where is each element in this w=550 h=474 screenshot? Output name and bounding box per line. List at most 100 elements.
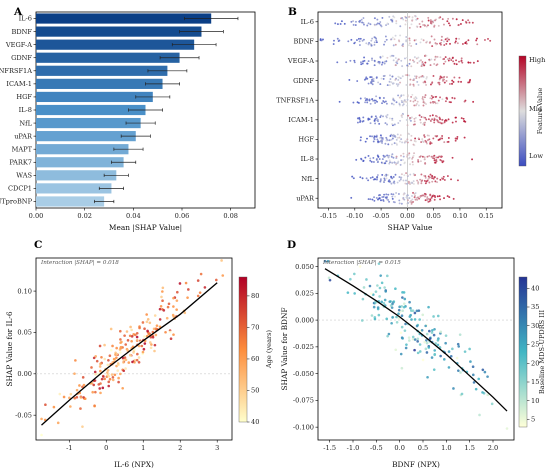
data-point bbox=[122, 358, 126, 362]
shap-point bbox=[407, 114, 410, 117]
shap-point bbox=[451, 17, 454, 20]
y-tick-label: 0.10 bbox=[17, 287, 32, 295]
shap-point bbox=[420, 173, 423, 176]
shap-point bbox=[441, 118, 444, 121]
shap-point bbox=[393, 123, 396, 126]
data-point bbox=[407, 336, 411, 339]
shap-point bbox=[400, 95, 403, 97]
shap-point bbox=[424, 199, 427, 202]
shap-point bbox=[410, 65, 413, 68]
data-point bbox=[442, 358, 446, 361]
bar-il-8 bbox=[36, 104, 146, 116]
shap-point bbox=[422, 104, 425, 107]
data-point bbox=[58, 392, 62, 396]
shap-point bbox=[424, 176, 427, 179]
shap-point bbox=[428, 200, 431, 203]
shap-point bbox=[447, 59, 450, 62]
shap-point bbox=[403, 162, 406, 165]
shap-point bbox=[423, 174, 426, 177]
shap-point bbox=[415, 57, 418, 60]
x-tick-label: 0.00 bbox=[400, 212, 415, 220]
shap-point bbox=[423, 64, 426, 67]
shap-point bbox=[409, 117, 411, 119]
shap-point bbox=[450, 59, 453, 61]
data-point bbox=[92, 383, 96, 387]
shap-point bbox=[424, 162, 427, 165]
shap-point bbox=[410, 134, 413, 137]
shap-point bbox=[358, 40, 361, 43]
shap-point bbox=[370, 76, 373, 79]
shap-point bbox=[352, 20, 355, 23]
shap-point bbox=[383, 60, 386, 63]
shap-point bbox=[360, 63, 363, 66]
shap-point bbox=[398, 96, 401, 99]
x-tick-label: 2.0 bbox=[488, 444, 499, 452]
panel-b-colorbar-label: Feature Value bbox=[536, 88, 544, 135]
data-point bbox=[162, 309, 166, 312]
category-label: BDNF bbox=[12, 28, 33, 36]
shap-point bbox=[443, 141, 446, 144]
shap-point bbox=[374, 135, 376, 138]
shap-point bbox=[431, 81, 434, 84]
data-point bbox=[385, 317, 389, 321]
data-point bbox=[468, 347, 471, 351]
data-point bbox=[433, 328, 436, 331]
shap-point bbox=[391, 75, 394, 78]
data-point bbox=[69, 392, 73, 396]
data-point bbox=[119, 329, 122, 333]
shap-point bbox=[388, 80, 391, 83]
data-point bbox=[400, 366, 404, 370]
data-point bbox=[154, 327, 158, 330]
data-point bbox=[424, 324, 427, 328]
shap-point bbox=[397, 58, 400, 61]
shap-point bbox=[368, 41, 371, 44]
panel-b-beeswarm: B -0.15 -0.10 -0.05 0.00 0.05 0.10 0.15 IL-6 BD… bbox=[276, 6, 546, 232]
data-point bbox=[176, 290, 179, 294]
shap-point bbox=[435, 156, 438, 159]
shap-point bbox=[376, 140, 379, 143]
shap-point bbox=[402, 43, 405, 46]
data-point bbox=[119, 372, 122, 376]
data-point bbox=[430, 356, 434, 359]
shap-point bbox=[382, 200, 385, 202]
shap-point bbox=[376, 138, 379, 141]
shap-point bbox=[444, 38, 447, 41]
shap-point bbox=[366, 77, 369, 80]
shap-point bbox=[436, 177, 439, 180]
data-point bbox=[474, 387, 478, 391]
shap-point bbox=[386, 123, 389, 126]
shap-point bbox=[395, 157, 398, 160]
shap-point bbox=[442, 79, 444, 82]
shap-point bbox=[395, 163, 398, 166]
data-point bbox=[40, 433, 43, 437]
data-point bbox=[124, 358, 128, 362]
shap-point bbox=[392, 44, 395, 47]
shap-point bbox=[428, 138, 431, 141]
data-point bbox=[126, 339, 130, 342]
shap-point bbox=[360, 157, 363, 160]
shap-point bbox=[338, 100, 341, 103]
data-point bbox=[113, 373, 117, 377]
shap-point bbox=[441, 98, 444, 101]
shap-point bbox=[356, 39, 358, 41]
data-point bbox=[102, 375, 105, 378]
data-point bbox=[99, 362, 102, 366]
shap-point bbox=[392, 59, 395, 62]
shap-point bbox=[380, 77, 383, 80]
shap-point bbox=[374, 99, 377, 102]
data-point bbox=[323, 259, 327, 263]
shap-point bbox=[375, 157, 378, 160]
shap-point bbox=[416, 198, 419, 201]
data-point bbox=[161, 286, 165, 290]
data-point bbox=[394, 348, 398, 352]
data-point bbox=[436, 314, 440, 318]
shap-point bbox=[359, 119, 362, 122]
shap-point bbox=[432, 177, 435, 180]
shap-point bbox=[377, 198, 379, 201]
shap-point bbox=[424, 94, 427, 97]
shap-point bbox=[410, 95, 413, 98]
shap-point bbox=[446, 195, 449, 198]
x-tick-label: -0.10 bbox=[346, 212, 363, 220]
shap-point bbox=[359, 37, 362, 40]
shap-point bbox=[390, 193, 393, 196]
